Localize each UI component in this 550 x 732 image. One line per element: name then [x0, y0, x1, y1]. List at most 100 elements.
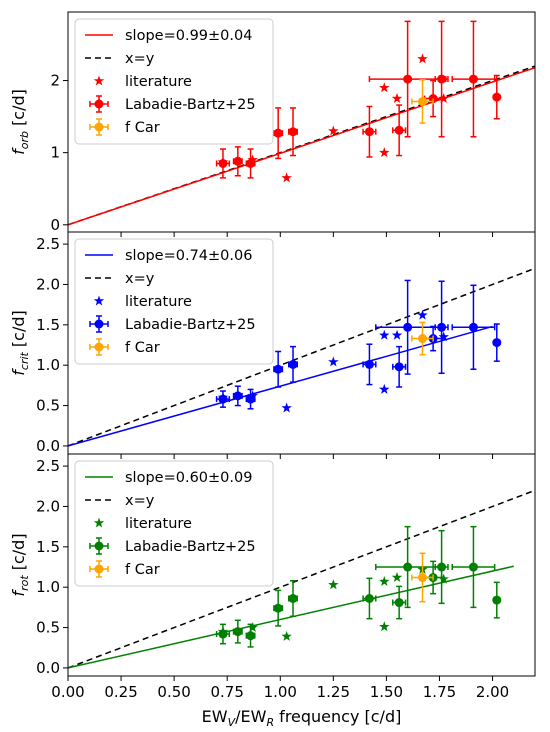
- measurement-point-marker: [468, 74, 478, 84]
- plot-area: [68, 20, 535, 226]
- measurement-point: [245, 623, 256, 648]
- literature-point: [281, 172, 292, 183]
- measurement-point: [245, 388, 256, 410]
- literature-point: [379, 82, 390, 93]
- measurement-point: [375, 525, 441, 609]
- y-axis-label: frot [c/d]: [9, 533, 31, 596]
- legend-fit-label: slope=0.60±0.09: [125, 470, 252, 486]
- legend-fcar-swatch: [89, 338, 109, 356]
- legend-measurement-swatch-marker: [94, 319, 104, 329]
- y-tick-label: 1.5: [36, 316, 60, 334]
- measurement-point: [434, 529, 449, 605]
- y-axis-label: fcrit [c/d]: [9, 310, 31, 376]
- literature-point: [417, 53, 428, 64]
- literature-point: [328, 125, 339, 136]
- measurement-point-marker: [233, 391, 243, 401]
- plot-area: [68, 489, 535, 669]
- measurement-point: [273, 589, 284, 627]
- legend-literature-swatch: [93, 517, 105, 528]
- measurement-point-marker: [218, 629, 228, 639]
- measurement-point: [392, 585, 407, 620]
- legend-literature-label: literature: [125, 294, 192, 310]
- legend-measurement-label: Labadie-Bartz+25: [125, 317, 256, 333]
- legend: slope=0.60±0.09 x=y literature Labadie-Bart…: [74, 460, 274, 587]
- x-tick-label: 0.75: [211, 683, 244, 701]
- measurement-point-marker: [468, 322, 478, 332]
- x-tick-label: 0.25: [104, 683, 137, 701]
- y-tick-label: 1.0: [36, 578, 60, 596]
- plot-area: [68, 267, 535, 447]
- literature-point: [391, 572, 403, 582]
- measurement-point-marker: [218, 158, 228, 168]
- measurement-point-marker: [364, 594, 374, 604]
- literature-point: [379, 621, 390, 632]
- fit-line: [68, 66, 535, 226]
- y-tick-label: 2.0: [36, 497, 60, 515]
- identity-line: [68, 489, 535, 669]
- literature-point: [391, 329, 403, 340]
- y-tick-label: 0.5: [36, 619, 60, 637]
- measurement-point: [215, 148, 231, 179]
- measurement-point: [362, 343, 377, 386]
- legend-fcar-swatch-marker: [94, 564, 104, 574]
- measurement-point: [288, 107, 299, 157]
- measurement-point-marker: [233, 156, 243, 166]
- y-tick-label: 1.5: [36, 538, 60, 556]
- measurement-point-marker: [403, 74, 413, 84]
- measurement-point: [492, 74, 502, 120]
- measurement-point: [362, 105, 377, 158]
- legend-identity-label: x=y: [125, 271, 155, 287]
- measurement-point-marker: [218, 394, 228, 404]
- x-tick-label: 0.50: [157, 683, 190, 701]
- fcar-point-marker: [417, 96, 427, 106]
- identity-line: [68, 267, 535, 447]
- legend-fcar-swatch: [89, 560, 109, 578]
- measurement-point-marker: [437, 562, 447, 572]
- legend-fcar-label: f Car: [125, 120, 160, 136]
- legend-measurement-swatch: [89, 95, 109, 113]
- x-tick-label: 1.50: [370, 683, 403, 701]
- legend-literature-swatch: [93, 295, 105, 306]
- literature-point: [379, 576, 390, 586]
- legend-box: [74, 460, 274, 587]
- measurement-point-marker: [246, 158, 256, 168]
- x-axis-label: EWV/EWR frequency [c/d]: [202, 707, 402, 729]
- literature-point: [281, 630, 292, 641]
- measurement-point-marker: [437, 322, 447, 332]
- fcar-point-marker: [417, 334, 427, 344]
- legend-literature-label: literature: [125, 516, 192, 532]
- y-tick-label: 2.0: [36, 275, 60, 293]
- legend-measurement-swatch-marker: [94, 99, 104, 109]
- measurement-point-marker: [364, 359, 374, 369]
- y-tick-label: 0.0: [36, 437, 60, 455]
- x-tick-label: 2.00: [476, 683, 509, 701]
- legend-fcar-swatch: [89, 118, 109, 136]
- measurement-point-marker: [403, 562, 413, 572]
- measurement-point: [245, 148, 256, 179]
- measurement-point: [392, 104, 407, 157]
- literature-point: [328, 579, 339, 590]
- legend-fcar-label: f Car: [125, 340, 160, 356]
- measurement-point: [362, 577, 377, 620]
- measurement-point-marker: [394, 362, 404, 372]
- literature-point: [379, 147, 390, 158]
- measurement-point-marker: [403, 322, 413, 332]
- panel-2: 0.0 0.5 1.0 1.5 2.0 2.5 fcrit [c/d] slope=0.74±…: [9, 231, 536, 459]
- measurement-point: [451, 284, 496, 370]
- y-axis-label: forb [c/d]: [9, 89, 31, 155]
- x-tick-label: 1.75: [423, 683, 456, 701]
- literature-point: [438, 573, 449, 584]
- measurement-point-marker: [288, 359, 298, 369]
- measurement-point: [434, 280, 449, 375]
- y-tick-label: 2.5: [36, 457, 60, 475]
- y-tick-label: 0.0: [36, 659, 60, 677]
- y-tick-label: 2.5: [36, 235, 60, 253]
- legend-measurement-swatch: [89, 315, 109, 333]
- measurement-point-marker: [394, 598, 404, 608]
- measurement-point: [492, 581, 502, 619]
- measurement-point: [392, 345, 407, 388]
- legend-fcar-swatch-marker: [94, 342, 104, 352]
- legend-literature-swatch: [93, 75, 105, 86]
- literature-point: [438, 93, 449, 104]
- measurement-point-marker: [468, 562, 478, 572]
